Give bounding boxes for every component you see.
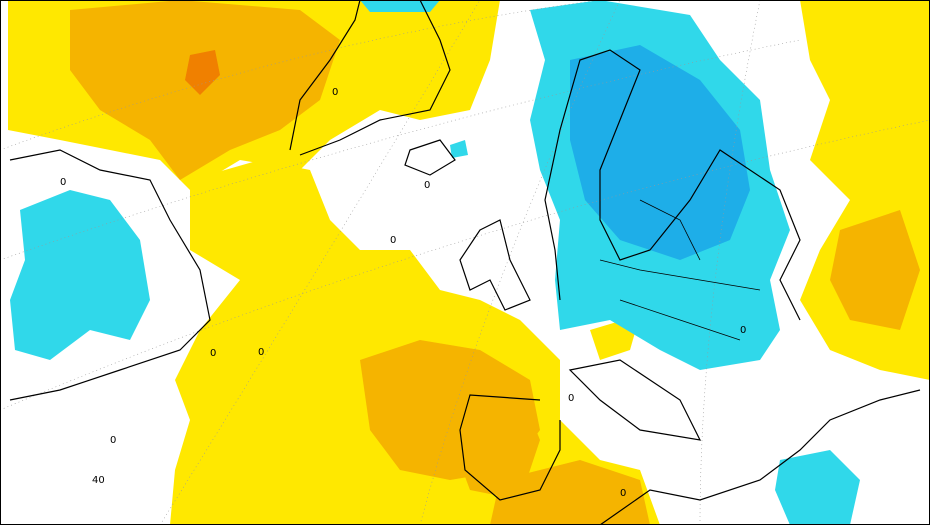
strong-negative-anomaly [570, 45, 750, 260]
contour-label: 0 [332, 87, 338, 98]
coastlines [9, 0, 921, 525]
peak-positive-anomaly [185, 50, 220, 95]
contour-label: 0 [424, 180, 430, 191]
contour-labels: 0 0 0 0 0 0 0 0 0 0 40 [60, 87, 746, 499]
contour-label: 0 [390, 235, 396, 246]
contour-label: 0 [620, 488, 626, 499]
contour-label: 0 [740, 325, 746, 336]
contour-label: 40 [92, 475, 105, 486]
contour-label: 0 [60, 177, 66, 188]
contour-label: 0 [258, 347, 264, 358]
contour-label: 0 [110, 435, 116, 446]
contour-label: 0 [568, 393, 574, 404]
contour-label: 0 [210, 348, 216, 359]
